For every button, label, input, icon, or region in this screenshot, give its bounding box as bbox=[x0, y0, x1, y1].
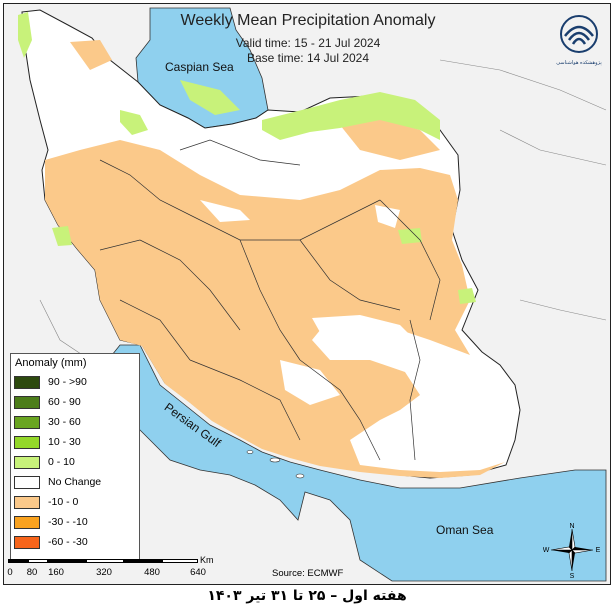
compass-e: E bbox=[596, 547, 601, 554]
legend-item: 60 - 90 bbox=[14, 396, 138, 410]
legend-label: -10 - 0 bbox=[48, 496, 79, 508]
wet-anomaly-west bbox=[52, 226, 72, 246]
legend-item: No Change bbox=[14, 476, 138, 490]
legend-item: 0 - 10 bbox=[14, 456, 138, 470]
scale-segment bbox=[8, 559, 28, 563]
province-borders bbox=[99, 139, 441, 461]
legend-swatch bbox=[14, 416, 40, 429]
legend-swatch bbox=[14, 516, 40, 529]
scale-tick: 0 bbox=[7, 567, 13, 578]
wet-anomaly-east-2 bbox=[458, 288, 476, 304]
legend-item: 30 - 60 bbox=[14, 416, 138, 430]
dry-anomaly-north bbox=[70, 40, 112, 70]
scale-unit: Km bbox=[200, 555, 214, 565]
legend: Anomaly (mm) 90 - >90 60 - 90 30 - 60 10… bbox=[10, 353, 140, 561]
wet-anomaly-north-2 bbox=[180, 80, 240, 115]
legend-swatch bbox=[14, 436, 40, 449]
source-label: Source: ECMWF bbox=[272, 568, 344, 579]
legend-item: -10 - 0 bbox=[14, 496, 138, 510]
scale-tick: 320 bbox=[96, 567, 112, 578]
legend-label: 60 - 90 bbox=[48, 396, 81, 408]
no-change-patch-3 bbox=[420, 355, 510, 430]
compass-w: W bbox=[543, 547, 550, 554]
scale-tick: 160 bbox=[48, 567, 64, 578]
scale-bar: Km 0 80 160 320 480 640 bbox=[7, 555, 214, 581]
no-change-patch-2 bbox=[280, 360, 340, 405]
legend-item: -60 - -30 bbox=[14, 536, 138, 550]
islands bbox=[246, 450, 305, 479]
legend-swatch bbox=[14, 496, 40, 509]
legend-swatch bbox=[14, 476, 40, 489]
legend-label: -30 - -10 bbox=[48, 516, 88, 528]
legend-item: 10 - 30 bbox=[14, 436, 138, 450]
valid-time: Valid time: 15 - 21 Jul 2024 bbox=[235, 36, 381, 50]
wet-anomaly-east-1 bbox=[398, 228, 422, 244]
no-change-patch-5 bbox=[375, 205, 400, 228]
legend-swatch bbox=[14, 396, 40, 409]
logo-text: پژوهشکده هواشناسی bbox=[556, 60, 602, 66]
scale-segment bbox=[162, 559, 198, 563]
legend-item: 90 - >90 bbox=[14, 376, 138, 390]
scale-segment bbox=[124, 559, 162, 563]
base-time: Base time: 14 Jul 2024 bbox=[246, 51, 370, 65]
legend-label: 10 - 30 bbox=[48, 436, 81, 448]
compass-s: S bbox=[570, 573, 575, 579]
no-change-patch-4 bbox=[200, 200, 250, 222]
caspian-sea-label: Caspian Sea bbox=[165, 60, 234, 74]
logo-icon: پژوهشکده هواشناسی bbox=[556, 15, 602, 66]
scale-tick: 640 bbox=[190, 567, 206, 578]
persian-gulf bbox=[99, 344, 607, 582]
scale-segment bbox=[86, 559, 124, 563]
legend-label: 90 - >90 bbox=[48, 376, 87, 388]
legend-label: 30 - 60 bbox=[48, 416, 81, 428]
wet-anomaly-nw bbox=[18, 12, 32, 58]
legend-swatch bbox=[14, 456, 40, 469]
wet-anomaly-north-1 bbox=[120, 110, 148, 135]
scale-segment bbox=[48, 559, 86, 563]
map-title: Weekly Mean Precipitation Anomaly bbox=[180, 12, 436, 29]
legend-label: 0 - 10 bbox=[48, 456, 75, 468]
scale-segment bbox=[28, 559, 48, 563]
footer-caption: هفته اول – ۲۵ تا ۳۱ تیر ۱۴۰۳ bbox=[207, 588, 407, 604]
legend-label: -60 - -30 bbox=[48, 536, 88, 548]
legend-swatch bbox=[14, 536, 40, 549]
compass-n: N bbox=[569, 523, 574, 530]
compass-icon: N S E W bbox=[543, 523, 601, 579]
legend-swatch bbox=[14, 376, 40, 389]
scale-tick: 480 bbox=[144, 567, 160, 578]
wet-anomaly-ne bbox=[262, 92, 440, 140]
legend-title: Anomaly (mm) bbox=[15, 357, 87, 369]
no-change-patch-1 bbox=[312, 315, 420, 360]
legend-item: -30 - -10 bbox=[14, 516, 138, 530]
scale-tick: 80 bbox=[26, 567, 38, 578]
oman-sea-label: Oman Sea bbox=[436, 523, 494, 537]
legend-label: No Change bbox=[48, 476, 102, 488]
